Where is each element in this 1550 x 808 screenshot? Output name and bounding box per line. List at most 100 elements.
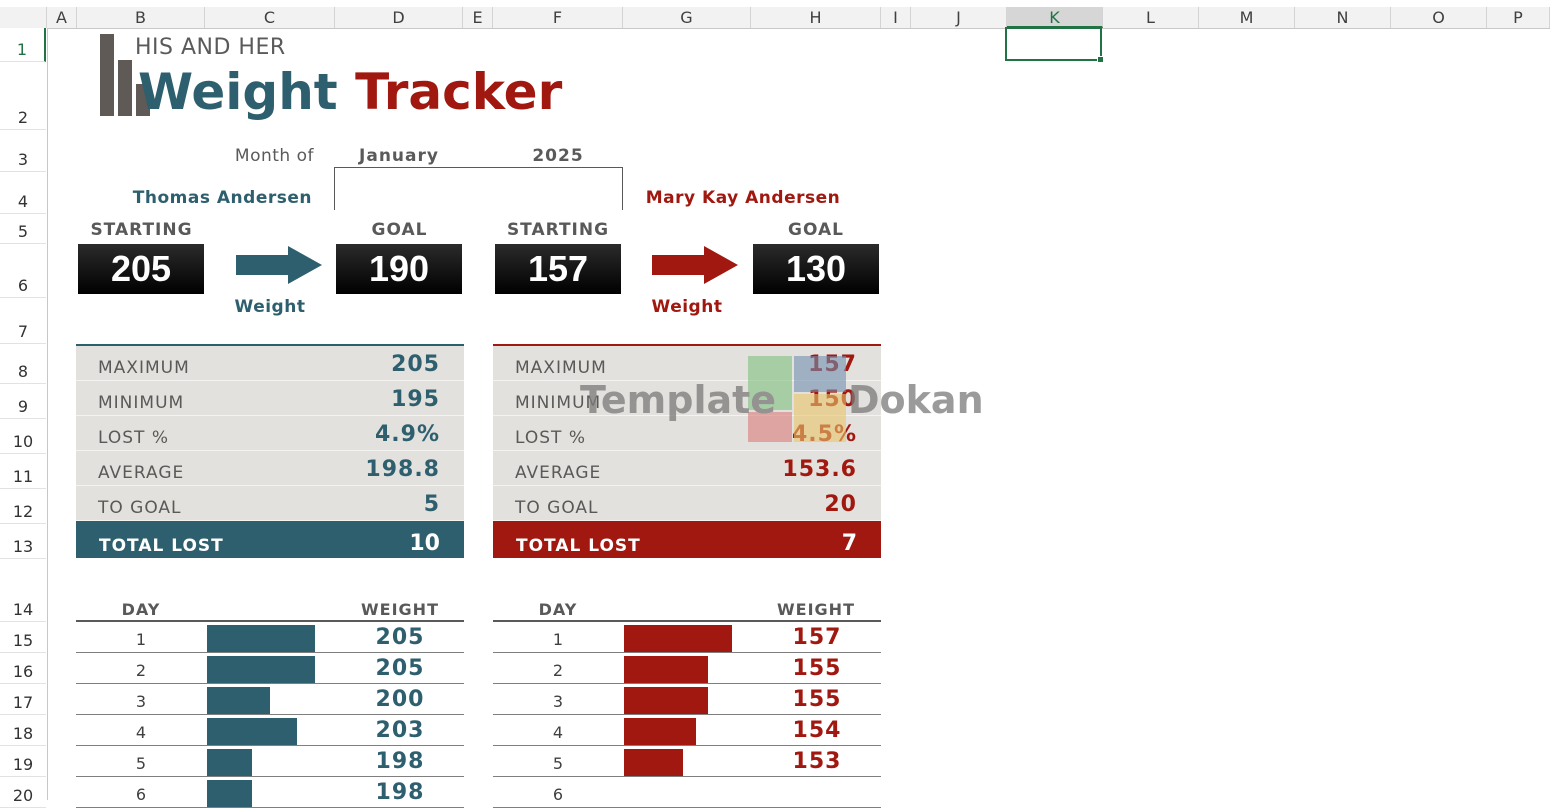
- his-log-bar: [207, 656, 315, 683]
- column-header-B[interactable]: B: [77, 7, 205, 28]
- logo-icon: [100, 34, 150, 116]
- column-header-L[interactable]: L: [1103, 7, 1199, 28]
- his-stats-panel: MAXIMUM 205 MINIMUM 195 LOST % 4.9% AVERAGE 198…: [76, 344, 464, 558]
- her-log-weight[interactable]: 157: [792, 625, 842, 650]
- her-stat-label: MINIMUM: [515, 393, 602, 413]
- row-header-7[interactable]: 7: [0, 298, 46, 344]
- her-log-row: 3 155: [493, 684, 881, 715]
- his-log-row: 4 203: [76, 715, 464, 746]
- column-header-M[interactable]: M: [1199, 7, 1295, 28]
- her-log-weight[interactable]: 154: [792, 718, 842, 743]
- column-header-I[interactable]: I: [881, 7, 911, 28]
- row-header-9[interactable]: 9: [0, 384, 46, 419]
- row-header-16[interactable]: 16: [0, 653, 46, 684]
- her-stat-value[interactable]: 20: [824, 492, 857, 517]
- her-total-lost-value[interactable]: 7: [841, 531, 857, 556]
- his-stat-row: MAXIMUM 205: [76, 346, 464, 381]
- his-stat-value[interactable]: 5: [423, 492, 440, 517]
- his-stat-label: LOST %: [98, 428, 169, 448]
- his-log-weight[interactable]: 198: [375, 749, 425, 774]
- his-stat-label: MINIMUM: [98, 393, 185, 413]
- selected-cell-K1[interactable]: [1005, 27, 1104, 63]
- his-log-weight[interactable]: 205: [375, 625, 425, 650]
- row-header-8[interactable]: 8: [0, 344, 46, 384]
- her-goal-value[interactable]: 130: [753, 244, 879, 294]
- fill-handle[interactable]: [1097, 56, 1104, 63]
- watermark-text-right: Dokan: [848, 378, 984, 422]
- his-stat-value[interactable]: 205: [391, 352, 440, 377]
- row-header-3[interactable]: 3: [0, 130, 46, 172]
- watermark-logo-icon: [748, 356, 846, 442]
- her-log-row: 1 157: [493, 622, 881, 653]
- row-header-14[interactable]: 14: [0, 559, 46, 622]
- her-starting-value[interactable]: 157: [495, 244, 621, 294]
- his-log-row: 1 205: [76, 622, 464, 653]
- his-log-bar: [207, 749, 252, 776]
- column-header-K[interactable]: K: [1007, 7, 1103, 28]
- his-log-row: 5 198: [76, 746, 464, 777]
- her-starting-label: STARTING: [506, 220, 610, 240]
- her-stat-value[interactable]: 153.6: [782, 457, 857, 482]
- row-header-13[interactable]: 13: [0, 524, 46, 559]
- row-header-1[interactable]: 1: [0, 28, 46, 62]
- his-log-day: 3: [135, 692, 147, 711]
- his-starting-label: STARTING: [90, 220, 193, 240]
- row-header-18[interactable]: 18: [0, 715, 46, 746]
- column-header-A[interactable]: A: [47, 7, 77, 28]
- row-header-2[interactable]: 2: [0, 62, 46, 130]
- his-stat-value[interactable]: 195: [391, 387, 440, 412]
- page-title: Weight Tracker: [138, 63, 562, 121]
- her-log-weight-header: WEIGHT: [777, 600, 855, 619]
- his-goal-value[interactable]: 190: [336, 244, 462, 294]
- his-total-lost-value[interactable]: 10: [409, 531, 440, 556]
- row-header-10[interactable]: 10: [0, 419, 46, 454]
- column-header-C[interactable]: C: [205, 7, 335, 28]
- year-value[interactable]: 2025: [532, 146, 584, 166]
- his-stat-row: TO GOAL 5: [76, 486, 464, 521]
- her-log-weight[interactable]: 153: [792, 749, 842, 774]
- her-log-weight[interactable]: 155: [792, 687, 842, 712]
- his-log-weight[interactable]: 203: [375, 718, 425, 743]
- her-log-bar: [624, 656, 708, 683]
- column-header-J[interactable]: J: [911, 7, 1007, 28]
- his-stat-value[interactable]: 4.9%: [374, 422, 440, 447]
- row-header-11[interactable]: 11: [0, 454, 46, 489]
- column-header-D[interactable]: D: [335, 7, 463, 28]
- column-header-F[interactable]: F: [493, 7, 623, 28]
- his-log-weight[interactable]: 200: [375, 687, 425, 712]
- his-starting-value[interactable]: 205: [78, 244, 204, 294]
- row-header-17[interactable]: 17: [0, 684, 46, 715]
- column-header-E[interactable]: E: [463, 7, 493, 28]
- column-header-N[interactable]: N: [1295, 7, 1391, 28]
- her-goal-label: GOAL: [788, 220, 844, 240]
- row-header-19[interactable]: 19: [0, 746, 46, 777]
- her-stat-label: TO GOAL: [515, 498, 599, 518]
- month-value[interactable]: January: [359, 146, 439, 166]
- row-header-12[interactable]: 12: [0, 489, 46, 524]
- his-log-day: 1: [135, 630, 147, 649]
- column-header-P[interactable]: P: [1487, 7, 1550, 28]
- row-header-15[interactable]: 15: [0, 622, 46, 653]
- her-log-row: 5 153: [493, 746, 881, 777]
- row-header-6[interactable]: 6: [0, 244, 46, 298]
- his-name[interactable]: Thomas Andersen: [132, 188, 312, 208]
- her-name[interactable]: Mary Kay Andersen: [645, 188, 841, 208]
- column-header-O[interactable]: O: [1391, 7, 1487, 28]
- his-log-weight[interactable]: 198: [375, 780, 425, 805]
- row-header-20[interactable]: 20: [0, 777, 46, 808]
- her-log-header-rule: [493, 620, 881, 622]
- her-arrow-icon: [652, 246, 738, 284]
- his-total-lost-label: TOTAL LOST: [99, 536, 224, 556]
- his-stat-value[interactable]: 198.8: [365, 457, 440, 482]
- her-log-weight[interactable]: 155: [792, 656, 842, 681]
- column-header-G[interactable]: G: [623, 7, 751, 28]
- row-header-4[interactable]: 4: [0, 172, 46, 214]
- row-header-5[interactable]: 5: [0, 214, 46, 244]
- her-log-bar: [624, 687, 708, 714]
- her-log-bar: [624, 718, 696, 745]
- his-log-weight[interactable]: 205: [375, 656, 425, 681]
- select-all-corner[interactable]: [0, 7, 47, 28]
- her-log-row: 6: [493, 777, 881, 808]
- column-header-H[interactable]: H: [751, 7, 881, 28]
- his-log-weight-header: WEIGHT: [361, 600, 439, 619]
